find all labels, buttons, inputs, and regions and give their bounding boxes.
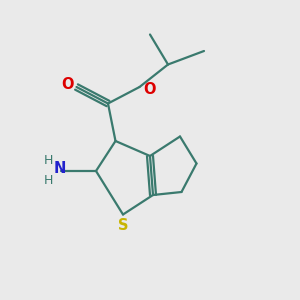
Text: H: H	[43, 173, 53, 187]
Text: N: N	[54, 160, 66, 175]
Text: O: O	[61, 76, 74, 92]
Text: S: S	[118, 218, 128, 233]
Text: H: H	[43, 154, 53, 167]
Text: O: O	[143, 82, 155, 98]
